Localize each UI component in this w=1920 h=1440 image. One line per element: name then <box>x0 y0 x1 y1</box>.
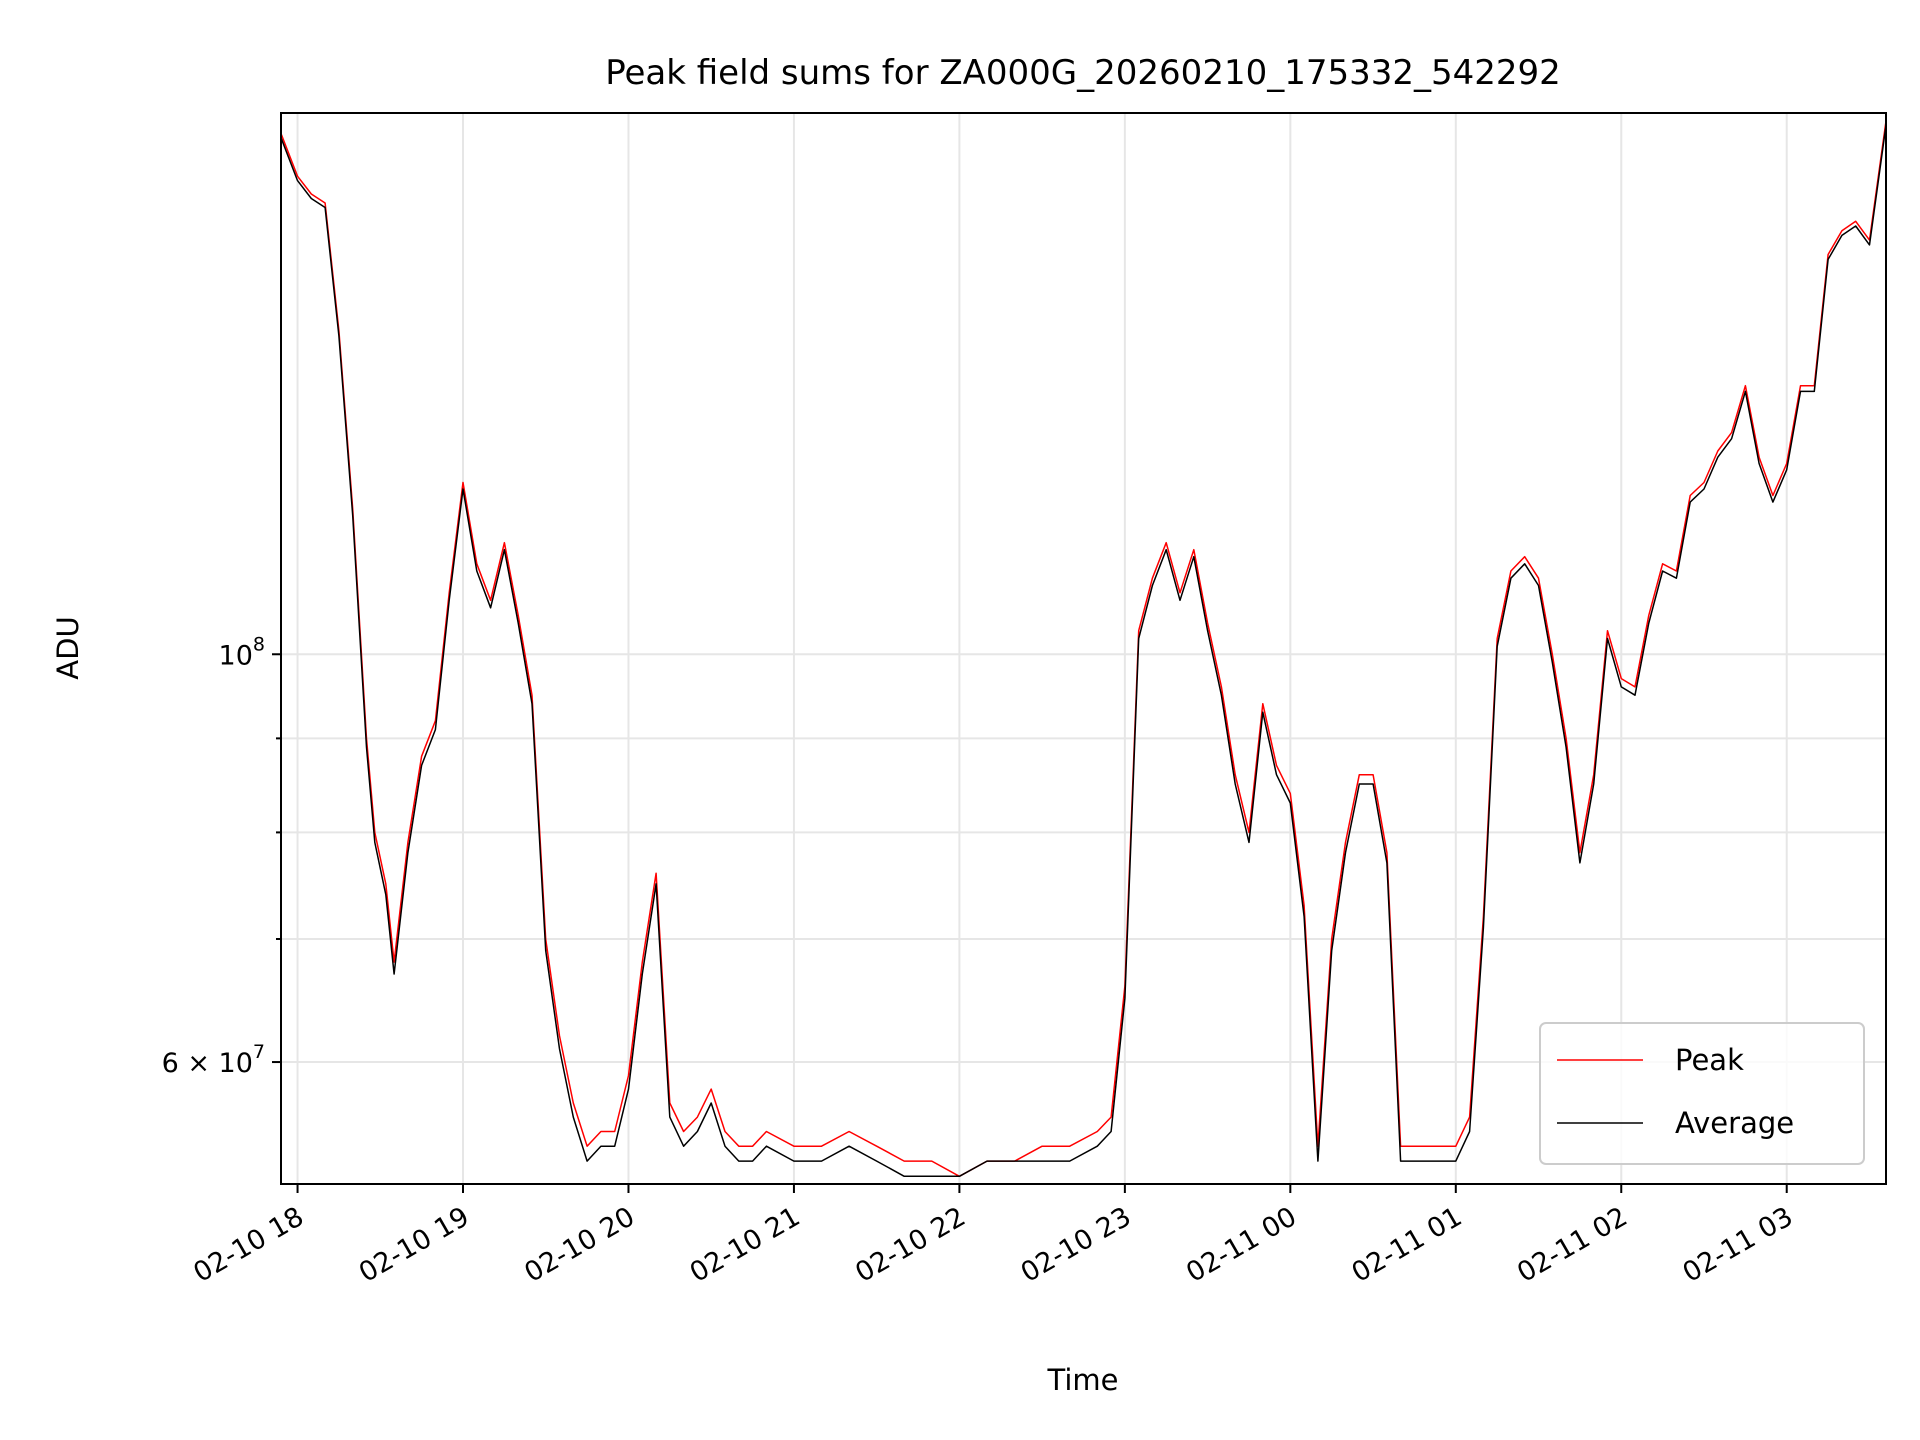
x-axis-label: Time <box>1047 1363 1119 1397</box>
grid-lines <box>281 113 1886 1184</box>
y-axis-label: ADU <box>51 616 85 679</box>
series-line-peak <box>280 120 1887 1178</box>
y-tick-label: 6 × 107 <box>162 1041 265 1079</box>
series-lines <box>280 120 1887 1178</box>
legend-box <box>1539 1022 1865 1165</box>
series-line-average <box>280 125 1887 1178</box>
chart-title: Peak field sums for ZA000G_20260210_1753… <box>605 53 1561 93</box>
legend-label-peak: Peak <box>1675 1043 1744 1077</box>
legend: Peak Average <box>1539 1022 1865 1165</box>
plot-frame <box>280 112 1887 1185</box>
legend-label-average: Average <box>1675 1106 1794 1140</box>
